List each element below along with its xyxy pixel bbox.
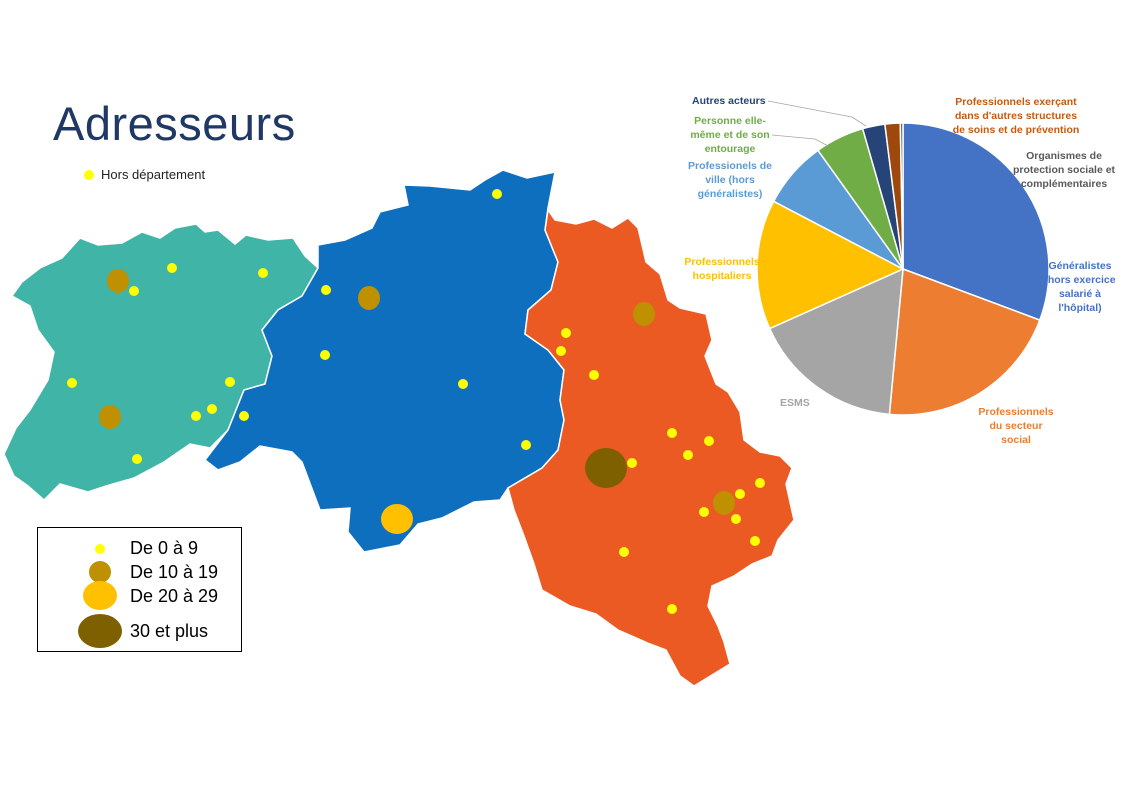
pie-slice-3 <box>756 200 905 330</box>
small-dot-marker <box>683 450 693 460</box>
small-dot-marker <box>521 440 531 450</box>
small-dot-marker <box>67 378 77 388</box>
small-dot-marker <box>561 328 571 338</box>
small-dot-marker <box>239 411 249 421</box>
pie-leader-lines <box>767 100 867 147</box>
legend-row-10-19: De 10 à 19 <box>38 561 241 585</box>
leader-line-autres <box>767 100 867 127</box>
large-circle-marker <box>381 504 413 534</box>
small-dot-marker <box>589 370 599 380</box>
small-yellow-dot-icon <box>95 544 105 554</box>
pie-slice-0 <box>902 122 1050 322</box>
pie-label-prof-exercant: Professionnels exerçant dans d'autres str… <box>952 96 1080 136</box>
region-west <box>3 223 319 502</box>
small-dot-marker <box>132 454 142 464</box>
small-dot-marker <box>458 379 468 389</box>
medium-gold-circle-icon <box>89 561 111 583</box>
pie-slice-1 <box>888 267 1041 416</box>
referrer-pie-chart <box>756 122 1050 416</box>
medium-circle-marker <box>633 302 655 326</box>
small-dot-marker <box>704 436 714 446</box>
hors-departement-label: Hors département <box>101 167 206 182</box>
legend-row-30-plus: 30 et plus <box>38 614 241 648</box>
medium-circle-marker <box>713 491 735 515</box>
pie-slice-2 <box>768 267 904 416</box>
large-orange-circle-icon <box>83 581 117 610</box>
small-dot-marker <box>667 428 677 438</box>
pie-label-social: Professionnels du secteur social <box>978 406 1054 446</box>
medium-circle-marker <box>358 286 380 310</box>
small-dot-marker <box>619 547 629 557</box>
pie-label-hospitaliers: Professionnels hospitaliers <box>684 256 760 282</box>
small-dot-marker <box>207 404 217 414</box>
small-dot-marker <box>129 286 139 296</box>
leader-line-personne <box>771 134 829 147</box>
medium-circle-marker <box>99 405 121 429</box>
yellow-dot-icon <box>84 170 94 180</box>
small-dot-marker <box>320 350 330 360</box>
small-dot-marker <box>755 478 765 488</box>
pie-label-personne: Personne elle-même et de son entourage <box>690 115 770 155</box>
small-dot-marker <box>191 411 201 421</box>
small-dot-marker <box>556 346 566 356</box>
small-dot-marker <box>750 536 760 546</box>
xlarge-circle-marker <box>585 448 627 488</box>
small-dot-marker <box>627 458 637 468</box>
small-dot-marker <box>225 377 235 387</box>
pie-label-organismes: Organismes de protection sociale et complé… <box>1012 150 1116 190</box>
pie-label-esms: ESMS <box>780 397 810 409</box>
small-dot-marker <box>699 507 709 517</box>
pie-slice-8 <box>899 122 904 270</box>
hors-departement-legend: Hors département <box>84 167 205 182</box>
small-dot-marker <box>258 268 268 278</box>
pie-label-ville: Professionels de ville (hors généralistes) <box>687 160 773 200</box>
small-dot-marker <box>667 604 677 614</box>
medium-circle-marker <box>107 269 129 293</box>
xlarge-brown-circle-icon <box>78 614 122 648</box>
small-dot-marker <box>735 489 745 499</box>
page-title: Adresseurs <box>53 97 296 150</box>
small-dot-marker <box>492 189 502 199</box>
small-dot-marker <box>731 514 741 524</box>
small-dot-marker <box>167 263 177 273</box>
pie-label-autres: Autres acteurs <box>692 95 766 107</box>
legend-row-0-9: De 0 à 9 <box>38 537 241 561</box>
size-legend: De 0 à 9 De 10 à 19 De 20 à 29 30 et plu… <box>37 527 242 652</box>
small-dot-marker <box>321 285 331 295</box>
legend-row-20-29: De 20 à 29 <box>38 581 241 610</box>
pie-label-generalistes: Généralistes (hors exercice salarié à l'hôp… <box>1044 260 1116 314</box>
region-east <box>507 208 795 687</box>
map-markers <box>67 189 765 614</box>
